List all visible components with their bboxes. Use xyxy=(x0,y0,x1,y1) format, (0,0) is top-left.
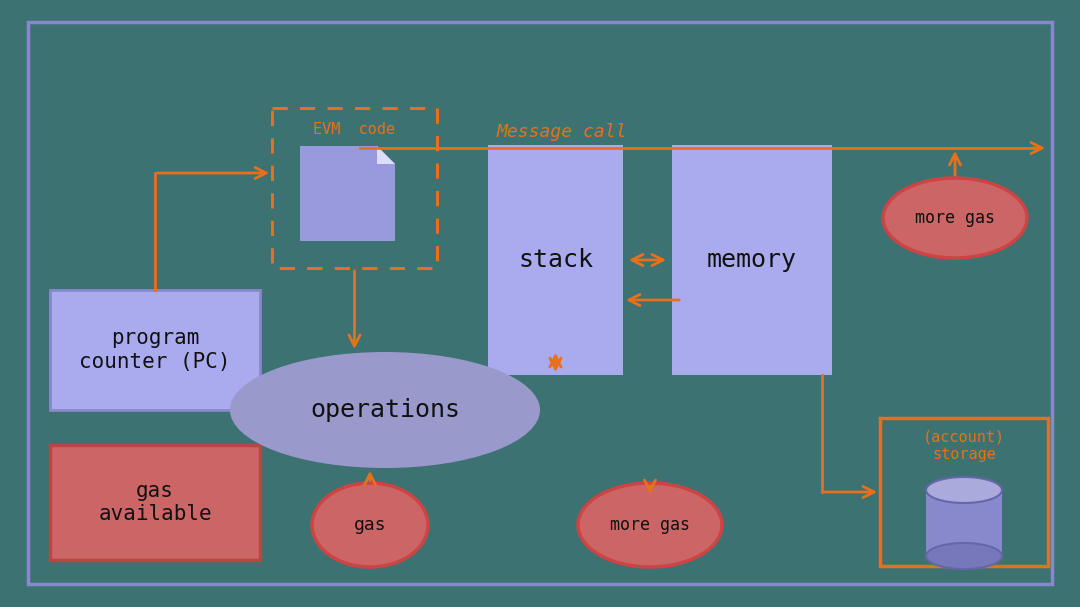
Ellipse shape xyxy=(926,543,1002,569)
Polygon shape xyxy=(300,146,395,241)
Text: gas
available: gas available xyxy=(98,481,212,524)
Text: more gas: more gas xyxy=(610,516,690,534)
Ellipse shape xyxy=(883,178,1027,258)
Ellipse shape xyxy=(230,352,540,468)
FancyBboxPatch shape xyxy=(926,490,1002,556)
Text: more gas: more gas xyxy=(915,209,995,227)
Text: stack: stack xyxy=(518,248,593,272)
Ellipse shape xyxy=(312,483,428,567)
FancyBboxPatch shape xyxy=(880,418,1048,566)
FancyBboxPatch shape xyxy=(488,145,623,375)
FancyBboxPatch shape xyxy=(672,145,832,375)
FancyBboxPatch shape xyxy=(50,445,260,560)
Text: memory: memory xyxy=(707,248,797,272)
Text: EVM  code: EVM code xyxy=(313,123,395,138)
Text: (account)
storage: (account) storage xyxy=(923,430,1005,462)
Polygon shape xyxy=(377,146,395,164)
FancyBboxPatch shape xyxy=(50,290,260,410)
Text: Message call: Message call xyxy=(497,123,627,141)
Ellipse shape xyxy=(578,483,723,567)
Ellipse shape xyxy=(926,477,1002,503)
Text: operations: operations xyxy=(310,398,460,422)
Text: gas: gas xyxy=(353,516,387,534)
Text: program
counter (PC): program counter (PC) xyxy=(79,328,231,371)
